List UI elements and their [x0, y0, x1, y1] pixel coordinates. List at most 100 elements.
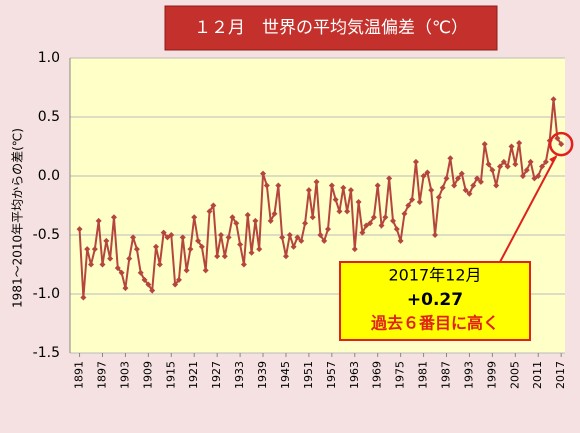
x-tick-label: 1897 — [95, 361, 108, 389]
point — [409, 196, 416, 203]
point — [298, 237, 305, 244]
point — [126, 255, 133, 262]
x-tick-label: 1969 — [371, 361, 384, 389]
point — [172, 281, 179, 288]
point — [164, 234, 171, 241]
point — [340, 184, 347, 191]
point — [504, 163, 511, 170]
point — [302, 220, 309, 227]
x-tick-label: 1993 — [462, 361, 475, 389]
point — [466, 190, 473, 197]
point — [84, 246, 91, 253]
point — [428, 187, 435, 194]
point — [435, 194, 442, 201]
point — [477, 178, 484, 185]
y-tick-label: -1.5 — [33, 345, 60, 361]
point — [130, 234, 137, 241]
point — [305, 187, 312, 194]
point — [382, 214, 389, 221]
point — [470, 182, 477, 189]
point — [210, 202, 217, 209]
point — [454, 175, 461, 182]
point — [367, 220, 374, 227]
point — [137, 269, 144, 276]
point — [474, 175, 481, 182]
point — [294, 234, 301, 241]
x-tick-label: 1957 — [325, 361, 338, 389]
point — [512, 161, 519, 168]
point — [519, 173, 526, 179]
point — [355, 198, 362, 205]
point — [363, 222, 370, 229]
point — [240, 261, 247, 268]
point — [389, 217, 396, 224]
x-tick-label: 1963 — [348, 361, 361, 389]
x-tick-label: 1903 — [118, 361, 131, 389]
annotation-box — [339, 261, 531, 341]
point — [214, 253, 221, 260]
point — [325, 226, 332, 233]
point — [118, 269, 125, 276]
point — [351, 246, 358, 253]
point — [156, 261, 163, 268]
point — [279, 234, 286, 241]
x-tick-label: 2011 — [531, 361, 544, 389]
point — [88, 261, 95, 268]
x-tick-label: 1975 — [394, 361, 407, 389]
point — [91, 246, 98, 253]
title-banner — [164, 5, 498, 51]
point — [378, 222, 385, 229]
point — [393, 226, 400, 233]
point — [80, 294, 87, 301]
point — [462, 187, 469, 194]
point — [359, 229, 366, 236]
y-tick-label: -0.5 — [33, 227, 60, 243]
point — [370, 214, 377, 221]
point — [554, 135, 561, 142]
point — [516, 139, 523, 146]
point — [489, 167, 496, 174]
point — [332, 196, 339, 203]
point — [447, 155, 454, 162]
point — [290, 243, 297, 250]
point — [110, 214, 117, 221]
y-tick-label: 0.0 — [38, 168, 60, 184]
point — [103, 237, 110, 244]
x-tick-label: 1915 — [164, 361, 177, 389]
point — [416, 198, 423, 205]
x-tick-label: 1945 — [279, 361, 292, 389]
point — [313, 178, 320, 185]
point — [439, 184, 446, 191]
point — [237, 241, 244, 248]
point — [248, 249, 255, 256]
arrow — [499, 155, 558, 263]
point — [309, 214, 316, 221]
point — [458, 170, 465, 177]
point — [401, 210, 408, 217]
x-tick-label: 1909 — [141, 361, 154, 389]
point — [271, 210, 278, 217]
x-tick-label: 1921 — [187, 361, 200, 389]
point — [531, 175, 538, 182]
point — [160, 229, 167, 236]
x-tick-label: 1981 — [417, 361, 430, 389]
point — [286, 232, 293, 238]
x-tick-label: 1933 — [233, 361, 246, 389]
point — [558, 141, 565, 148]
point — [260, 170, 267, 177]
point — [542, 158, 549, 165]
point — [198, 243, 205, 250]
point — [256, 246, 263, 253]
y-axis-label: 1981～2010年平均からの差(℃) — [11, 128, 25, 308]
point — [229, 214, 236, 221]
point — [206, 208, 213, 215]
point — [133, 246, 140, 253]
point — [267, 217, 274, 224]
point — [535, 173, 542, 179]
point — [183, 267, 190, 274]
point — [153, 243, 160, 250]
point — [374, 182, 381, 189]
y-tick-label: -1.0 — [33, 286, 60, 302]
x-tick-label: 1987 — [440, 361, 453, 389]
